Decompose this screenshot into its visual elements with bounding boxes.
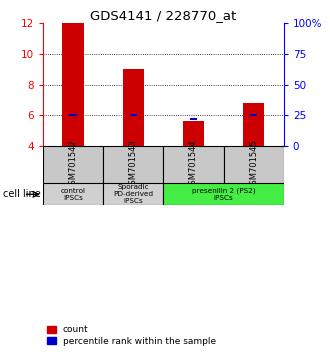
Bar (130, 114, 137, 116)
Bar (103, 146, 163, 183)
Bar (123, 69, 144, 146)
Bar (62, 23, 83, 146)
Bar (43, 146, 103, 183)
Bar (190, 118, 197, 120)
Text: GSM701545: GSM701545 (249, 139, 258, 190)
Bar (224, 146, 284, 183)
Bar (103, 183, 163, 205)
Bar (69, 114, 77, 116)
Bar (243, 103, 264, 146)
Text: GSM701544: GSM701544 (189, 139, 198, 190)
Bar (183, 121, 204, 146)
Bar (163, 146, 224, 183)
Legend: count, percentile rank within the sample: count, percentile rank within the sample (48, 325, 216, 346)
Bar (43, 183, 103, 205)
Title: GDS4141 / 228770_at: GDS4141 / 228770_at (90, 9, 237, 22)
Text: cell line: cell line (3, 189, 41, 199)
Text: GSM701542: GSM701542 (69, 139, 78, 190)
Text: Sporadic
PD-derived
iPSCs: Sporadic PD-derived iPSCs (113, 184, 153, 204)
Text: presenilin 2 (PS2)
iPSCs: presenilin 2 (PS2) iPSCs (192, 188, 255, 201)
Bar (163, 183, 284, 205)
Text: GSM701543: GSM701543 (129, 139, 138, 190)
Text: control
IPSCs: control IPSCs (60, 188, 85, 201)
Bar (250, 114, 257, 116)
